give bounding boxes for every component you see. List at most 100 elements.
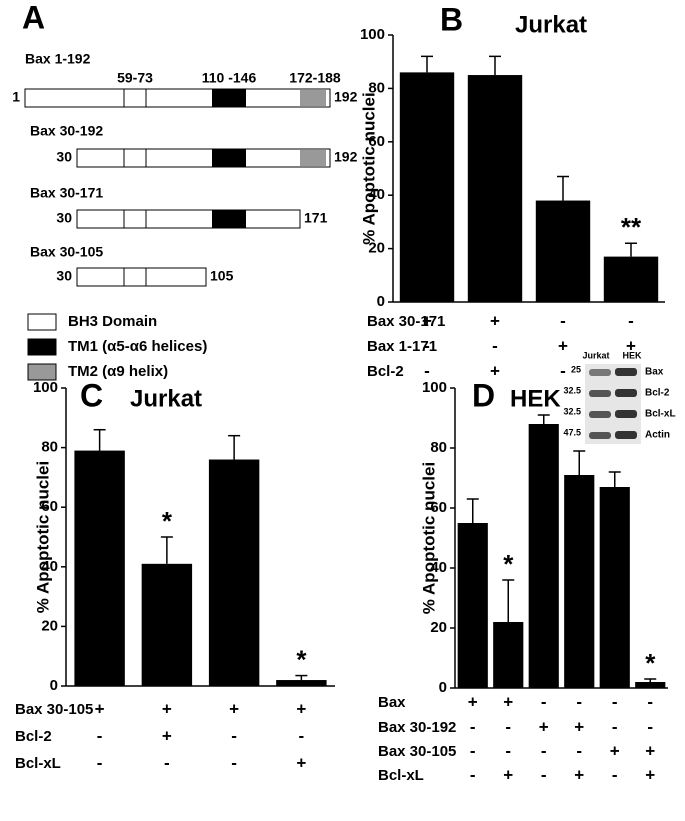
- condition-sign: -: [424, 361, 430, 380]
- condition-sign: -: [492, 336, 498, 355]
- condition-sign: +: [503, 765, 513, 784]
- blot-band: [615, 431, 637, 439]
- panel-label: B: [440, 1, 463, 37]
- condition-sign: +: [162, 699, 172, 718]
- y-tick-label: 60: [430, 499, 447, 516]
- condition-sign: -: [97, 726, 103, 745]
- y-tick-label: 0: [439, 679, 447, 696]
- construct-name: Bax 30-192: [30, 123, 103, 139]
- condition-sign: +: [626, 336, 636, 355]
- condition-sign: +: [610, 741, 620, 760]
- condition-sign: -: [97, 753, 103, 772]
- panel-label: D: [472, 377, 495, 413]
- condition-sign: -: [560, 311, 566, 330]
- y-tick-label: 0: [377, 293, 385, 310]
- y-tick-label: 60: [368, 133, 385, 150]
- blot-band: [615, 410, 637, 418]
- condition-label: Bcl-2: [15, 728, 52, 745]
- construct-box: [76, 209, 301, 229]
- blot-band: [615, 389, 637, 397]
- condition-sign: +: [296, 699, 306, 718]
- legend-swatch: [27, 338, 57, 356]
- legend-label: BH3 Domain: [68, 313, 157, 330]
- chart-title: Jurkat: [515, 11, 587, 38]
- bar: [467, 75, 523, 302]
- inset-marker: 32.5: [563, 385, 581, 395]
- inset-row-label: Bcl-xL: [645, 409, 676, 420]
- condition-sign: +: [162, 726, 172, 745]
- y-tick-label: 40: [41, 558, 58, 575]
- bar: [528, 424, 559, 688]
- significance-mark: *: [162, 506, 173, 536]
- condition-sign: +: [490, 311, 500, 330]
- construct-box: [76, 267, 207, 287]
- bar: [603, 256, 659, 302]
- y-tick-label: 100: [422, 379, 447, 396]
- condition-sign: -: [541, 741, 547, 760]
- construct-end: 192: [334, 89, 358, 105]
- condition-label: Bcl-2: [367, 363, 404, 380]
- condition-sign: +: [558, 336, 568, 355]
- condition-sign: -: [612, 717, 618, 736]
- condition-sign: +: [95, 699, 105, 718]
- condition-sign: +: [229, 699, 239, 718]
- condition-sign: -: [576, 741, 582, 760]
- blot-band: [589, 390, 611, 397]
- y-tick-label: 60: [41, 498, 58, 515]
- blot-band: [589, 432, 611, 439]
- condition-label: Bax 30-105: [378, 743, 456, 760]
- bar: [74, 450, 125, 686]
- construct-box: [76, 148, 331, 168]
- condition-sign: -: [612, 692, 618, 711]
- y-tick-label: 100: [33, 379, 58, 396]
- condition-sign: +: [422, 311, 432, 330]
- condition-sign: -: [647, 692, 653, 711]
- condition-sign: -: [505, 717, 511, 736]
- y-tick-label: 20: [368, 240, 385, 257]
- y-axis-label: % Apoptotic nuclei: [419, 462, 438, 614]
- condition-sign: +: [490, 361, 500, 380]
- condition-sign: -: [576, 692, 582, 711]
- condition-sign: -: [612, 765, 618, 784]
- bar: [493, 622, 524, 688]
- condition-label: Bax: [378, 694, 406, 711]
- y-tick-label: 20: [41, 617, 58, 634]
- inset-row-label: Actin: [645, 430, 670, 441]
- bar: [399, 72, 455, 302]
- bar: [141, 563, 193, 686]
- inset-marker: 47.5: [563, 427, 581, 437]
- blot-band: [589, 411, 611, 418]
- y-tick-label: 20: [430, 619, 447, 636]
- blot-band: [589, 369, 611, 376]
- legend-label: TM1 (α5-α6 helices): [68, 338, 207, 355]
- legend-swatch: [27, 313, 57, 331]
- y-tick-label: 100: [360, 26, 385, 43]
- y-tick-label: 80: [430, 439, 447, 456]
- construct-end: 192: [334, 149, 358, 165]
- condition-sign: -: [628, 311, 634, 330]
- legend-label: TM2 (α9 helix): [68, 363, 168, 380]
- y-axis-label: % Apoptotic nuclei: [359, 92, 378, 244]
- panel-label: A: [22, 0, 45, 35]
- condition-sign: +: [503, 692, 513, 711]
- condition-label: Bcl-xL: [15, 755, 61, 772]
- inset-marker: 25: [571, 364, 581, 374]
- condition-sign: +: [645, 765, 655, 784]
- y-tick-label: 0: [50, 677, 58, 694]
- condition-sign: +: [296, 753, 306, 772]
- legend-swatch: [27, 363, 57, 381]
- condition-sign: +: [468, 692, 478, 711]
- construct-start: 30: [56, 149, 72, 165]
- condition-sign: -: [505, 741, 511, 760]
- condition-sign: -: [560, 361, 566, 380]
- tm1-region: [212, 210, 246, 228]
- construct-start: 30: [56, 210, 72, 226]
- condition-sign: -: [164, 753, 170, 772]
- condition-sign: -: [470, 741, 476, 760]
- significance-mark: *: [503, 549, 514, 579]
- bar: [599, 487, 630, 688]
- condition-sign: -: [231, 726, 237, 745]
- condition-sign: -: [470, 765, 476, 784]
- bar: [564, 475, 595, 688]
